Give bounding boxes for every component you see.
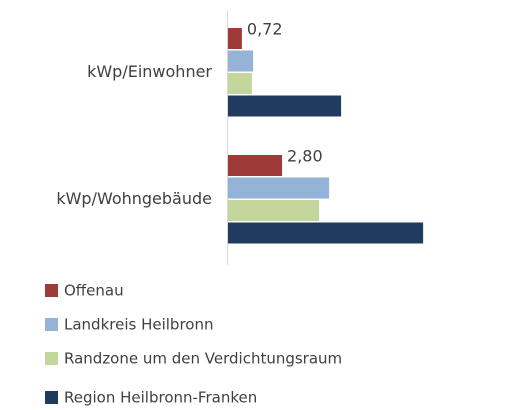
bar bbox=[228, 73, 252, 94]
legend-swatch bbox=[45, 318, 58, 331]
legend-swatch bbox=[45, 391, 58, 404]
bar bbox=[228, 177, 330, 199]
bar bbox=[228, 222, 424, 244]
bar bbox=[228, 95, 342, 117]
legend-label: Offenau bbox=[64, 282, 124, 300]
bar bbox=[228, 155, 283, 176]
bar bbox=[228, 200, 320, 221]
bar bbox=[228, 28, 242, 49]
data-label: 0,72 bbox=[247, 20, 283, 39]
legend-label: Region Heilbronn-Franken bbox=[64, 389, 257, 407]
legend-label: Randzone um den Verdichtungsraum bbox=[64, 350, 342, 368]
legend-swatch bbox=[45, 352, 58, 365]
y-tick-label: kWp/Wohngebäude bbox=[56, 189, 212, 208]
data-label: 2,80 bbox=[287, 147, 323, 166]
bar bbox=[228, 50, 254, 72]
legend-label: Landkreis Heilbronn bbox=[64, 316, 213, 334]
legend: Offenau Landkreis Heilbronn Randzone um de… bbox=[45, 282, 342, 407]
y-tick-label: kWp/Einwohner bbox=[87, 62, 212, 81]
legend-swatch bbox=[45, 284, 58, 297]
